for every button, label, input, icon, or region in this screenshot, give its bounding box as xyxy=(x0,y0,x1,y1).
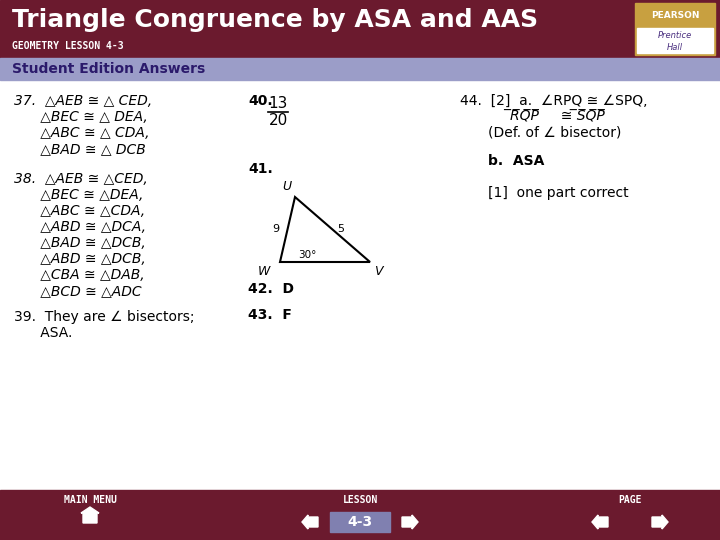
Bar xyxy=(0,0,720,58)
Bar xyxy=(637,5,713,27)
Text: △ABC ≅ △CDA,: △ABC ≅ △CDA, xyxy=(14,204,145,218)
FancyArrow shape xyxy=(302,515,318,529)
Text: △BEC ≅ △ DEA,: △BEC ≅ △ DEA, xyxy=(14,110,148,124)
Text: 43.  F: 43. F xyxy=(248,308,292,322)
Text: U: U xyxy=(282,180,291,193)
Text: V: V xyxy=(374,265,382,278)
FancyArrow shape xyxy=(652,515,668,529)
Text: △CBA ≅ △DAB,: △CBA ≅ △DAB, xyxy=(14,268,145,282)
Text: 5: 5 xyxy=(338,225,344,234)
Text: 38.  △AEB ≅ △CED,: 38. △AEB ≅ △CED, xyxy=(14,172,148,186)
FancyArrow shape xyxy=(81,507,99,523)
Text: 13: 13 xyxy=(269,96,288,111)
Text: 41.: 41. xyxy=(248,162,273,176)
Text: ASA.: ASA. xyxy=(14,326,73,340)
Text: 44.  [2]  a.  ∠RPQ ≅ ∠SPQ,: 44. [2] a. ∠RPQ ≅ ∠SPQ, xyxy=(460,94,647,108)
Text: (Def. of ∠ bisector): (Def. of ∠ bisector) xyxy=(488,126,621,140)
Bar xyxy=(637,28,713,53)
Text: PAGE: PAGE xyxy=(618,495,642,505)
Text: 4-3: 4-3 xyxy=(348,515,372,529)
Text: ̅R̅Q̅P̅     ≅ ̅S̅Q̅P̅: ̅R̅Q̅P̅ ≅ ̅S̅Q̅P̅ xyxy=(510,110,605,124)
Text: PEARSON: PEARSON xyxy=(651,11,699,21)
Text: △ABD ≅ △DCB,: △ABD ≅ △DCB, xyxy=(14,252,145,266)
Text: △BCD ≅ △ADC: △BCD ≅ △ADC xyxy=(14,284,142,298)
Text: LESSON: LESSON xyxy=(343,495,377,505)
Text: Student Edition Answers: Student Edition Answers xyxy=(12,62,205,76)
Text: 42.  D: 42. D xyxy=(248,282,294,296)
Bar xyxy=(635,3,715,55)
Text: W: W xyxy=(258,265,270,278)
Text: △ABD ≅ △DCA,: △ABD ≅ △DCA, xyxy=(14,220,146,234)
Text: Prentice: Prentice xyxy=(658,31,692,40)
Text: 37.  △AEB ≅ △ CED,: 37. △AEB ≅ △ CED, xyxy=(14,94,152,108)
Text: 39.  They are ∠ bisectors;: 39. They are ∠ bisectors; xyxy=(14,310,194,324)
Bar xyxy=(0,58,720,80)
Text: △BAD ≅ △DCB,: △BAD ≅ △DCB, xyxy=(14,236,145,250)
Bar xyxy=(0,490,720,540)
Text: b.  ASA: b. ASA xyxy=(488,154,544,168)
Text: 20: 20 xyxy=(269,113,287,128)
Text: Hall: Hall xyxy=(667,43,683,51)
Text: △BAD ≅ △ DCB: △BAD ≅ △ DCB xyxy=(14,142,145,156)
Text: GEOMETRY LESSON 4-3: GEOMETRY LESSON 4-3 xyxy=(12,41,124,51)
Text: Triangle Congruence by ASA and AAS: Triangle Congruence by ASA and AAS xyxy=(12,8,538,32)
Text: △ABC ≅ △ CDA,: △ABC ≅ △ CDA, xyxy=(14,126,150,140)
Text: 40.: 40. xyxy=(248,94,273,108)
Text: [1]  one part correct: [1] one part correct xyxy=(488,186,629,200)
Bar xyxy=(330,512,390,532)
Text: MAIN MENU: MAIN MENU xyxy=(63,495,117,505)
FancyArrow shape xyxy=(402,515,418,529)
Text: 9: 9 xyxy=(272,225,279,234)
Text: 30°: 30° xyxy=(298,250,316,260)
FancyArrow shape xyxy=(592,515,608,529)
Text: △BEC ≅ △DEA,: △BEC ≅ △DEA, xyxy=(14,188,143,202)
